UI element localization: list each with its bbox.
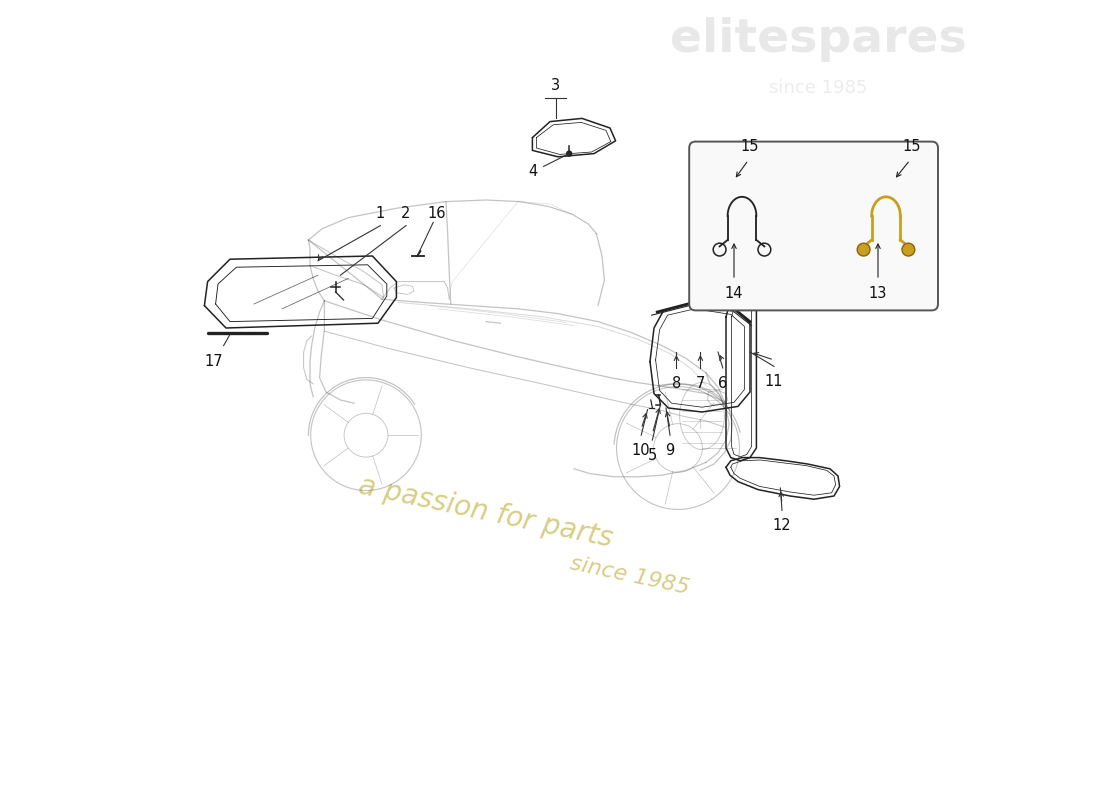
- Text: elitespares: elitespares: [670, 18, 967, 62]
- Text: 8: 8: [672, 376, 681, 391]
- Text: 17: 17: [205, 354, 223, 369]
- Text: 14: 14: [725, 286, 744, 302]
- FancyBboxPatch shape: [690, 142, 938, 310]
- Text: 13: 13: [869, 286, 888, 302]
- Text: 5: 5: [648, 448, 657, 463]
- Text: 10: 10: [631, 443, 650, 458]
- Text: 16: 16: [427, 206, 446, 221]
- Text: a passion for parts: a passion for parts: [356, 471, 616, 553]
- Text: 1: 1: [376, 206, 385, 221]
- Text: 11: 11: [764, 374, 783, 390]
- Circle shape: [566, 150, 572, 157]
- Text: 6: 6: [718, 376, 727, 391]
- Text: since 1985: since 1985: [769, 79, 867, 97]
- Text: 15: 15: [902, 139, 921, 154]
- Text: 7: 7: [695, 376, 705, 391]
- Text: 2: 2: [402, 206, 410, 221]
- Text: since 1985: since 1985: [569, 554, 692, 598]
- Text: 12: 12: [772, 518, 791, 534]
- Text: 3: 3: [551, 78, 560, 93]
- Text: 15: 15: [740, 139, 759, 154]
- Text: 4: 4: [528, 164, 537, 178]
- Text: 9: 9: [666, 443, 674, 458]
- Circle shape: [902, 243, 915, 256]
- Circle shape: [857, 243, 870, 256]
